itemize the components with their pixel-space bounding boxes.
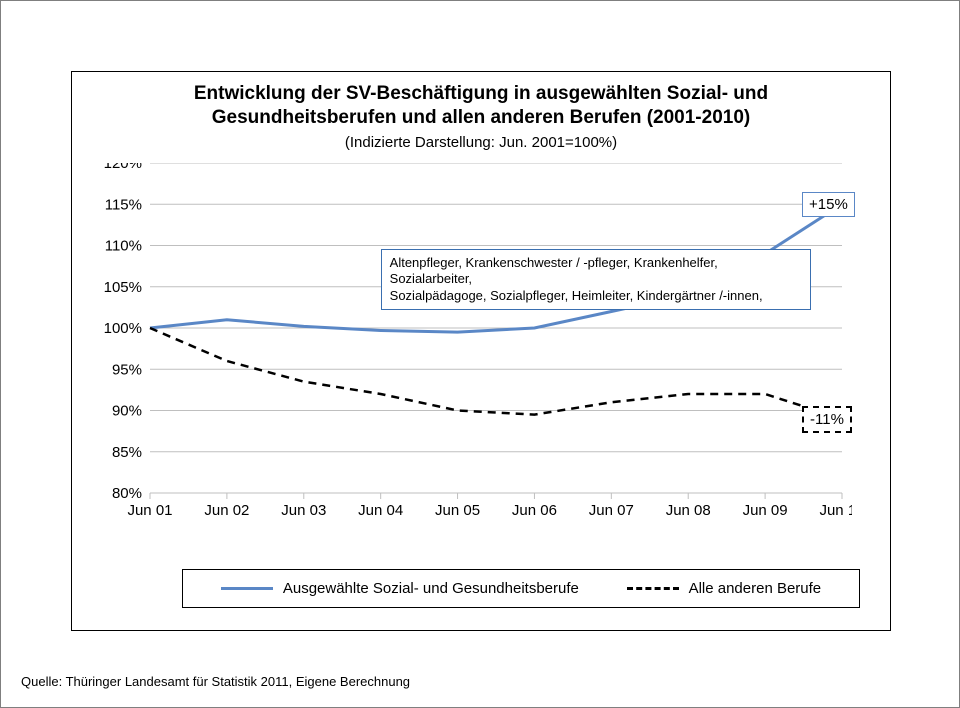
x-tick-label: Jun 04 [358,502,403,519]
legend-swatch [221,587,273,590]
chart-subtitle: (Indizierte Darstellung: Jun. 2001=100%) [72,134,890,151]
y-tick-label: 105% [104,278,142,295]
x-tick-label: Jun 05 [435,502,480,519]
x-tick-label: Jun 01 [127,502,172,519]
y-tick-label: 90% [112,402,142,419]
series-end-label: +15% [802,192,855,217]
source-citation: Quelle: Thüringer Landesamt für Statisti… [21,674,410,689]
legend-item: Ausgewählte Sozial- und Gesundheitsberuf… [221,580,579,597]
chart-title: Entwicklung der SV-Beschäftigung in ausg… [72,82,890,130]
x-tick-label: Jun 07 [589,502,634,519]
x-tick-label: Jun 10 [819,502,852,519]
chart-title-line: Gesundheitsberufen und allen anderen Ber… [72,106,890,130]
plot-area: 80% 85% 90% 95% 100% 105% 110% 115% 120% Jun 01 Ju… [92,163,852,523]
legend: Ausgewählte Sozial- und Gesundheitsberuf… [182,569,860,608]
y-tick-label: 120% [104,163,142,172]
annotation-line: Sozialpädagoge, Sozialpfleger, Heimleite… [390,288,802,304]
legend-label: Ausgewählte Sozial- und Gesundheitsberuf… [283,580,579,597]
legend-swatch [627,587,679,590]
x-tick-label: Jun 03 [281,502,326,519]
x-tick-label: Jun 06 [512,502,557,519]
series-end-label: -11% [802,406,852,433]
x-tick-label: Jun 08 [666,502,711,519]
annotation-line: Altenpfleger, Krankenschwester / -pflege… [390,255,802,288]
x-tick-label: Jun 09 [743,502,788,519]
chart-svg: 80% 85% 90% 95% 100% 105% 110% 115% 120% Jun 01 Ju… [92,163,852,523]
y-tick-label: 100% [104,320,142,337]
slide: Entwicklung der SV-Beschäftigung in ausg… [0,0,960,708]
y-tick-label: 115% [105,196,142,213]
chart-frame: Entwicklung der SV-Beschäftigung in ausg… [71,71,891,631]
y-tick-label: 110% [105,237,142,254]
legend-label: Alle anderen Berufe [689,580,822,597]
legend-item: Alle anderen Berufe [627,580,822,597]
annotation-box: Altenpfleger, Krankenschwester / -pflege… [381,249,811,310]
series-line [150,328,842,419]
x-tick-label: Jun 02 [204,502,249,519]
y-tick-label: 80% [112,485,142,502]
y-tick-label: 95% [112,361,142,378]
chart-title-line: Entwicklung der SV-Beschäftigung in ausg… [72,82,890,106]
y-tick-label: 85% [112,443,142,460]
